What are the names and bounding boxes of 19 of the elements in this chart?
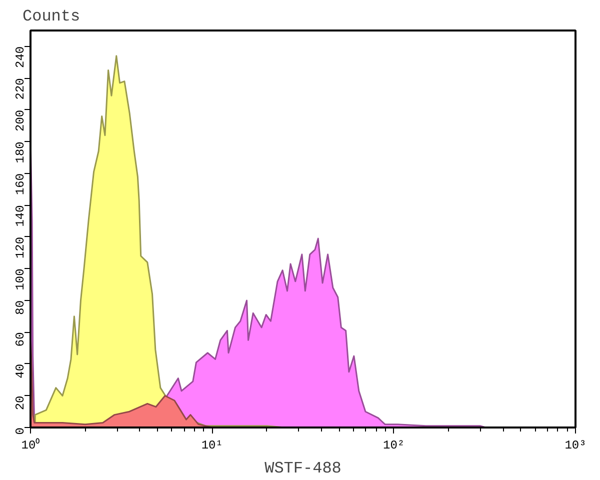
y-tick-label: 100 bbox=[14, 268, 28, 290]
x-tick-label: 10² bbox=[383, 438, 405, 452]
y-tick-label: 240 bbox=[14, 46, 28, 68]
x-tick-label: 10¹ bbox=[201, 438, 223, 452]
y-axis-title: Counts bbox=[22, 8, 80, 26]
y-tick-label: 80 bbox=[14, 300, 28, 315]
y-tick-label: 200 bbox=[14, 110, 28, 132]
y-tick-label: 120 bbox=[14, 236, 28, 259]
x-tick-label: 10⁰ bbox=[21, 438, 40, 452]
y-tick-label: 160 bbox=[14, 173, 28, 196]
x-axis-title: WSTF-488 bbox=[264, 460, 342, 478]
y-tick-label: 140 bbox=[14, 205, 28, 227]
y-tick-label: 40 bbox=[14, 364, 28, 378]
y-tick-label: 20 bbox=[14, 396, 28, 410]
y-tick-label: 0 bbox=[14, 428, 28, 435]
y-tick-label: 180 bbox=[14, 142, 28, 164]
x-tick-label: 10³ bbox=[564, 438, 586, 452]
y-tick-label: 220 bbox=[14, 78, 28, 100]
y-tick-label: 60 bbox=[14, 332, 28, 347]
